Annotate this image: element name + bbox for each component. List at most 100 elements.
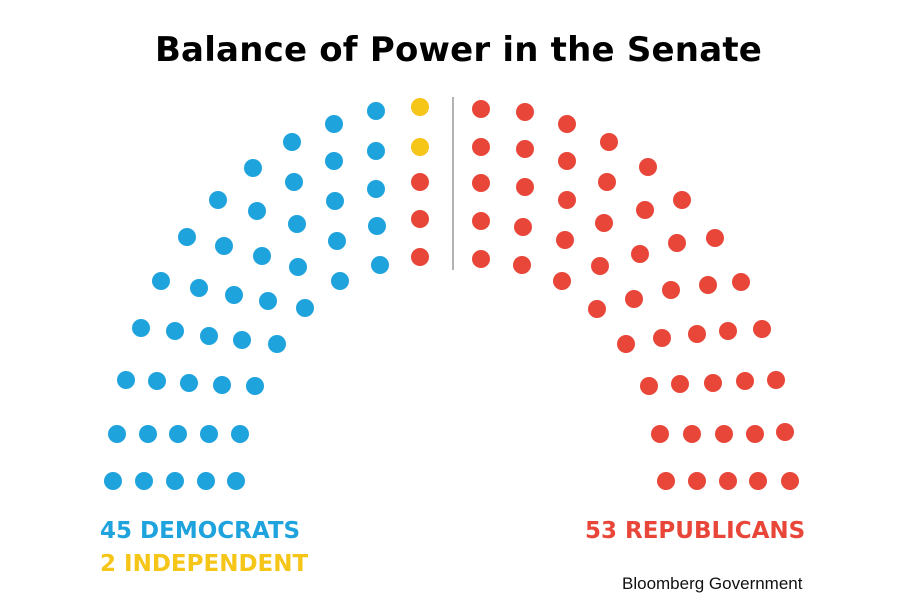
seat-dot bbox=[411, 173, 429, 191]
seat-dot bbox=[781, 472, 799, 490]
seat-dot bbox=[598, 173, 616, 191]
seat-dot bbox=[516, 178, 534, 196]
seat-dot bbox=[636, 201, 654, 219]
seat-dot bbox=[132, 319, 150, 337]
seat-dot bbox=[625, 290, 643, 308]
seat-dot bbox=[631, 245, 649, 263]
seat-dot bbox=[749, 472, 767, 490]
seat-dot bbox=[215, 237, 233, 255]
legend-democrats: 45 DEMOCRATS bbox=[100, 518, 301, 544]
seat-dot bbox=[368, 217, 386, 235]
seat-dot bbox=[253, 247, 271, 265]
seat-dot bbox=[558, 115, 576, 133]
seat-dot bbox=[244, 159, 262, 177]
seat-dot bbox=[662, 281, 680, 299]
seat-dot bbox=[767, 371, 785, 389]
seat-dot bbox=[753, 320, 771, 338]
seat-dot bbox=[719, 322, 737, 340]
seat-dot bbox=[600, 133, 618, 151]
seat-dot bbox=[732, 273, 750, 291]
seat-dot bbox=[328, 232, 346, 250]
seat-dot bbox=[558, 191, 576, 209]
seat-dot bbox=[673, 191, 691, 209]
seat-dot bbox=[326, 192, 344, 210]
seat-dot bbox=[671, 375, 689, 393]
seat-dot bbox=[651, 425, 669, 443]
chart-title: Balance of Power in the Senate bbox=[154, 30, 763, 70]
seat-dot bbox=[246, 377, 264, 395]
seat-dot bbox=[190, 279, 208, 297]
seat-dot bbox=[367, 102, 385, 120]
seat-dot bbox=[180, 374, 198, 392]
source-credit: Bloomberg Government bbox=[622, 574, 803, 593]
seat-dot bbox=[289, 258, 307, 276]
seat-dot bbox=[169, 425, 187, 443]
seat-dot bbox=[668, 234, 686, 252]
seat-dot bbox=[178, 228, 196, 246]
seat-dot bbox=[688, 472, 706, 490]
seat-dot bbox=[472, 174, 490, 192]
seat-dot bbox=[148, 372, 166, 390]
seat-dot bbox=[283, 133, 301, 151]
seat-dot bbox=[553, 272, 571, 290]
seat-dot bbox=[699, 276, 717, 294]
seat-dot bbox=[472, 138, 490, 156]
seat-dot bbox=[746, 425, 764, 443]
seat-dot bbox=[588, 300, 606, 318]
seat-dot bbox=[108, 425, 126, 443]
seat-dot bbox=[591, 257, 609, 275]
seat-dot bbox=[514, 218, 532, 236]
seat-dot bbox=[248, 202, 266, 220]
seat-dot bbox=[371, 256, 389, 274]
seat-dot bbox=[639, 158, 657, 176]
seat-dot bbox=[166, 472, 184, 490]
seat-dot bbox=[411, 210, 429, 228]
seat-dot bbox=[719, 472, 737, 490]
seat-dot bbox=[209, 191, 227, 209]
seat-dot bbox=[325, 115, 343, 133]
seat-dot bbox=[227, 472, 245, 490]
seat-dot bbox=[285, 173, 303, 191]
legend-independent: 2 INDEPENDENT bbox=[100, 551, 309, 577]
seat-dot bbox=[268, 335, 286, 353]
seat-dot bbox=[197, 472, 215, 490]
seat-dot bbox=[213, 376, 231, 394]
seat-dot bbox=[225, 286, 243, 304]
seat-dot bbox=[117, 371, 135, 389]
seat-dot bbox=[152, 272, 170, 290]
seat-dot bbox=[556, 231, 574, 249]
seat-dot bbox=[558, 152, 576, 170]
seat-dot bbox=[516, 140, 534, 158]
seat-dot bbox=[411, 98, 429, 116]
seat-dot bbox=[640, 377, 658, 395]
seat-dot bbox=[325, 152, 343, 170]
seat-dot bbox=[288, 215, 306, 233]
seat-dot bbox=[259, 292, 277, 310]
seat-dot bbox=[139, 425, 157, 443]
seat-dot bbox=[166, 322, 184, 340]
seat-dot bbox=[296, 299, 314, 317]
seat-dot bbox=[231, 425, 249, 443]
seat-dot bbox=[104, 472, 122, 490]
seat-dot bbox=[367, 142, 385, 160]
seat-group bbox=[104, 98, 799, 490]
seat-dot bbox=[411, 248, 429, 266]
seat-dot bbox=[715, 425, 733, 443]
seat-dot bbox=[516, 103, 534, 121]
seat-dot bbox=[688, 325, 706, 343]
seat-dot bbox=[233, 331, 251, 349]
seat-dot bbox=[200, 327, 218, 345]
seat-dot bbox=[736, 372, 754, 390]
seat-dot bbox=[776, 423, 794, 441]
seat-dot bbox=[472, 250, 490, 268]
seat-dot bbox=[367, 180, 385, 198]
seat-dot bbox=[135, 472, 153, 490]
seat-dot bbox=[411, 138, 429, 156]
seat-dot bbox=[472, 100, 490, 118]
seat-dot bbox=[653, 329, 671, 347]
seat-dot bbox=[683, 425, 701, 443]
seat-dot bbox=[513, 256, 531, 274]
legend-republicans: 53 REPUBLICANS bbox=[585, 518, 806, 544]
seat-dot bbox=[200, 425, 218, 443]
